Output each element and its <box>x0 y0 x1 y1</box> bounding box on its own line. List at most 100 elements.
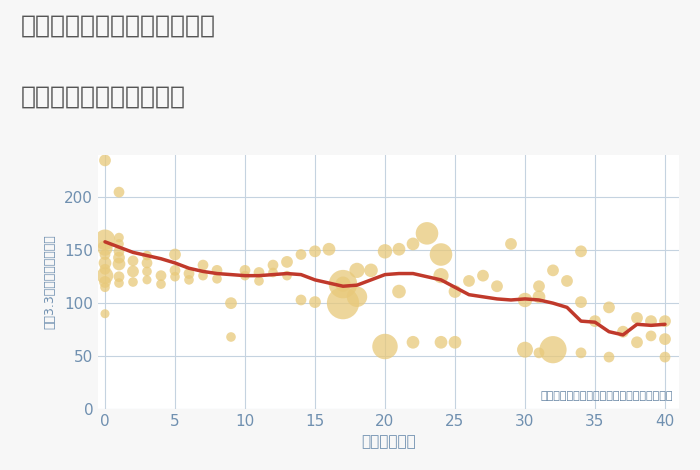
Text: 神奈川県川崎市川崎区浅田の: 神奈川県川崎市川崎区浅田の <box>21 14 216 38</box>
Point <box>309 248 321 255</box>
Point <box>183 276 195 283</box>
Point <box>155 280 167 288</box>
Point <box>253 277 265 285</box>
Point <box>99 283 111 291</box>
Point <box>99 310 111 318</box>
Point <box>127 278 139 286</box>
Point <box>113 234 125 242</box>
Point <box>99 266 111 273</box>
Point <box>99 236 111 243</box>
Point <box>309 298 321 306</box>
Point <box>323 245 335 253</box>
Point <box>379 343 391 350</box>
Point <box>617 328 629 336</box>
X-axis label: 築年数（年）: 築年数（年） <box>361 434 416 449</box>
Point <box>631 314 643 321</box>
Point <box>659 353 671 361</box>
Point <box>281 272 293 279</box>
Point <box>561 277 573 285</box>
Y-axis label: 坪（3.3㎡）単価（万円）: 坪（3.3㎡）単価（万円） <box>43 235 56 329</box>
Point <box>533 349 545 357</box>
Point <box>183 270 195 277</box>
Point <box>337 280 349 288</box>
Point <box>533 293 545 301</box>
Point <box>645 317 657 325</box>
Text: 円の大きさは、取引のあった物件面積を示す: 円の大きさは、取引のあった物件面積を示す <box>540 392 673 401</box>
Point <box>225 299 237 307</box>
Point <box>211 275 223 282</box>
Point <box>141 267 153 275</box>
Point <box>337 280 349 288</box>
Point <box>407 338 419 346</box>
Point <box>421 229 433 237</box>
Point <box>99 251 111 258</box>
Point <box>113 279 125 287</box>
Point <box>519 296 531 304</box>
Point <box>281 258 293 266</box>
Point <box>351 266 363 274</box>
Point <box>393 288 405 295</box>
Point <box>99 157 111 164</box>
Point <box>449 338 461 346</box>
Point <box>239 266 251 274</box>
Point <box>351 293 363 301</box>
Point <box>113 273 125 281</box>
Point <box>533 282 545 290</box>
Point <box>99 244 111 252</box>
Point <box>407 240 419 248</box>
Point <box>337 299 349 307</box>
Point <box>141 252 153 259</box>
Point <box>267 261 279 269</box>
Point <box>113 260 125 268</box>
Point <box>603 353 615 361</box>
Point <box>435 251 447 258</box>
Point <box>547 266 559 274</box>
Point <box>239 272 251 279</box>
Point <box>169 251 181 258</box>
Point <box>505 240 517 248</box>
Point <box>127 267 139 275</box>
Point <box>449 288 461 295</box>
Point <box>645 332 657 340</box>
Point <box>393 245 405 253</box>
Point <box>575 349 587 357</box>
Point <box>589 317 601 325</box>
Point <box>155 272 167 279</box>
Point <box>659 336 671 343</box>
Point <box>113 254 125 261</box>
Point <box>435 338 447 346</box>
Point <box>659 317 671 325</box>
Point <box>197 272 209 279</box>
Point <box>253 269 265 276</box>
Point <box>519 346 531 353</box>
Point <box>141 276 153 283</box>
Point <box>575 248 587 255</box>
Point <box>141 259 153 267</box>
Point <box>547 346 559 353</box>
Point <box>295 296 307 304</box>
Point <box>211 266 223 274</box>
Point <box>113 188 125 196</box>
Point <box>477 272 489 279</box>
Point <box>197 261 209 269</box>
Point <box>113 240 125 248</box>
Point <box>575 298 587 306</box>
Point <box>295 251 307 258</box>
Point <box>365 266 377 274</box>
Point <box>631 338 643 346</box>
Point <box>169 273 181 281</box>
Point <box>113 248 125 255</box>
Text: 築年数別中古戸建て価格: 築年数別中古戸建て価格 <box>21 85 186 109</box>
Point <box>99 259 111 267</box>
Point <box>99 272 111 279</box>
Point <box>127 257 139 265</box>
Point <box>169 266 181 274</box>
Point <box>99 278 111 286</box>
Point <box>379 248 391 255</box>
Point <box>267 269 279 276</box>
Point <box>435 272 447 279</box>
Point <box>603 304 615 311</box>
Point <box>491 282 503 290</box>
Point <box>225 333 237 341</box>
Point <box>463 277 475 285</box>
